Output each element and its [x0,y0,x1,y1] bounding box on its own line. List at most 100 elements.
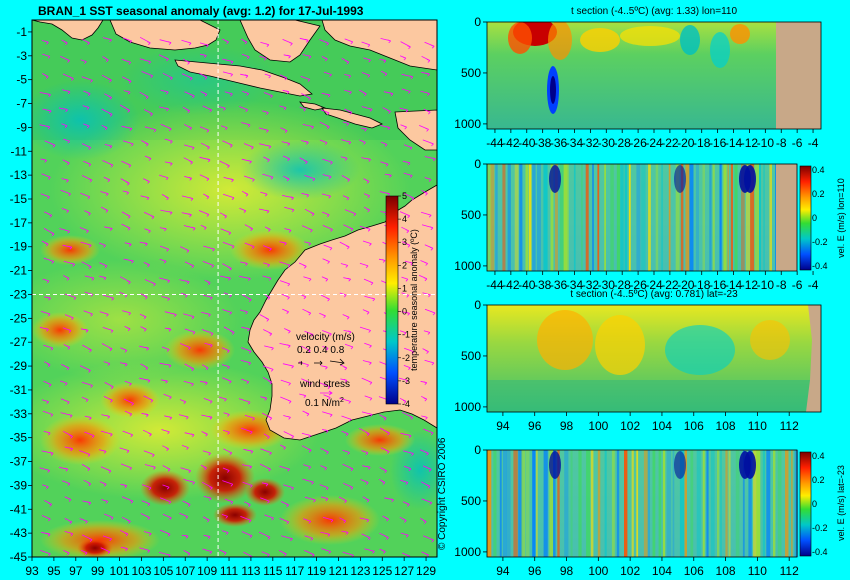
section-colorbar-tick-label: 0 [812,213,817,223]
velocity-arrow [361,106,373,112]
section-colorbar-tick-label: 0.2 [812,189,825,199]
velocity-arrow [119,362,128,367]
section-x-tick-label: -40 [518,278,536,292]
velocity-stripe [604,164,606,271]
section-x-tick-label: 106 [684,419,704,433]
velocity-arrow [143,531,152,536]
velocity-arrow [282,39,293,46]
velocity-arrow [304,175,316,182]
section-x-tick-label: -20 [677,278,695,292]
velocity-arrow [280,379,291,386]
velocity-stripe [748,450,752,557]
velocity-stripe [777,450,782,557]
velocity-arrow [84,210,91,216]
velocity-arrow [401,276,409,282]
velocity-stripe [620,164,624,271]
velocity-arrow [60,56,70,63]
velocity-arrow [282,195,294,201]
velocity-arrow [41,531,51,537]
velocity-arrow [84,415,92,421]
velocity-arrow [122,190,129,195]
velocity-stripe [658,450,662,557]
velocity-arrow [183,157,193,165]
velocity-arrow [398,377,409,383]
velocity-arrow [218,396,227,402]
velocity-arrow [119,447,130,454]
velocity-arrow [259,463,271,472]
map-x-tick-label: 93 [25,564,39,578]
velocity-stripe [647,450,650,557]
velocity-arrow [380,125,391,130]
velocity-arrow [422,139,434,147]
section-x-tick-label: -8 [776,278,787,292]
map-x-tick-label: 121 [328,564,348,578]
map-x-tick-label: 105 [153,564,173,578]
map-colorbar-tick-label: 5 [402,191,407,201]
velocity-arrow [200,224,207,230]
velocity-stripe [741,164,745,271]
velocity-arrow [101,499,109,504]
velocity-arrow [179,399,187,404]
velocity-arrow [399,330,407,336]
velocity-legend-label: velocity (m/s) [296,332,355,343]
velocity-arrow [421,498,433,505]
section-x-tick-label: 100 [588,419,608,433]
velocity-arrow [263,262,270,268]
velocity-stripe [487,450,492,557]
velocity-stripe [616,164,620,271]
velocity-stripe [762,450,766,557]
section-x-tick-label: -36 [550,278,568,292]
velocity-arrow [241,326,250,332]
velocity-arrow [260,41,270,47]
velocity-arrow [342,195,350,201]
section-colorbar-tick-label: -0.2 [812,523,828,533]
velocity-arrow [424,359,435,366]
velocity-arrow [139,36,151,46]
velocity-arrow [164,327,172,332]
velocity-arrow [279,105,287,111]
velocity-arrow [81,534,93,542]
velocity-stripe [586,450,591,557]
velocity-arrow [264,345,274,351]
section-x-tick-label: -34 [566,278,584,292]
velocity-arrow [222,480,234,487]
velocity-stripe [679,450,685,557]
velocity-arrow [202,516,210,523]
velocity-arrow [401,241,411,248]
section-x-tick-label: -12 [741,278,759,292]
velocity-arrow [224,91,233,97]
velocity-arrow [280,396,292,404]
velocity-arrow [121,211,131,219]
velocity-arrow [363,278,374,286]
velocity-arrow [81,464,91,471]
velocity-arrow [81,175,93,183]
velocity-stripe [690,450,694,557]
section-x-tick-label: 98 [560,419,574,433]
velocity-stripe [513,450,518,557]
velocity-arrow [203,245,215,252]
velocity-arrow [140,195,150,201]
velocity-arrow [61,39,68,46]
map-x-tick-label: 111 [220,564,239,578]
velocity-arrow [182,106,190,114]
velocity-arrow [244,501,251,507]
section-y-tick-label: 1000 [454,400,481,414]
velocity-stripe [585,164,589,271]
velocity-arrow [301,445,312,453]
velocity-arrow [120,483,128,489]
velocity-arrow [42,410,54,417]
velocity-arrow [278,550,287,557]
section-x-tick-label: -24 [645,278,663,292]
velocity-stripe [563,164,568,271]
velocity-arrow [123,90,131,95]
velocity-arrow [63,138,70,144]
velocity-arrow [282,363,294,369]
velocity-arrow [264,73,271,79]
velocity-arrow [363,193,370,199]
velocity-arrow [223,448,233,456]
velocity-arrows [39,36,436,557]
velocity-stripe [519,164,523,271]
map-x-tick-label: 99 [91,564,105,578]
velocity-arrow [343,277,351,282]
velocity-arrow [359,139,366,145]
